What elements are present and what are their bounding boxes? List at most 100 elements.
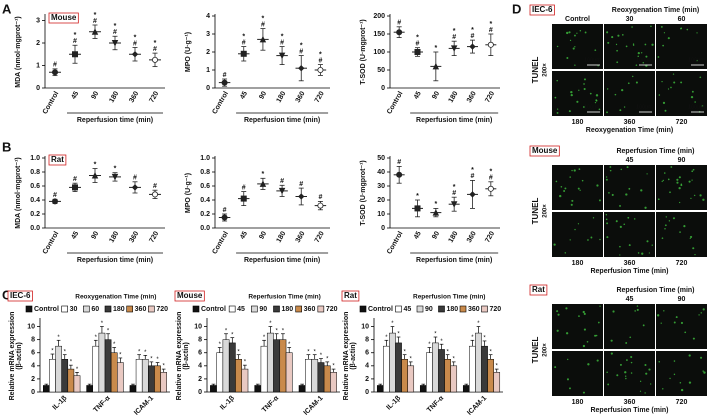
y-tick-label: 10 bbox=[27, 323, 35, 330]
bar bbox=[389, 332, 396, 393]
significance-label: * bbox=[114, 166, 117, 173]
significance-label: * bbox=[471, 335, 474, 341]
significance-label: * bbox=[150, 356, 153, 362]
stain-dot bbox=[605, 176, 608, 178]
bar bbox=[462, 385, 470, 393]
y-tick-label: 6 bbox=[31, 350, 35, 357]
significance-label: # bbox=[153, 46, 157, 53]
stain-dot bbox=[624, 371, 627, 374]
magnification-label: 200× bbox=[543, 63, 549, 77]
x-tick-label: 45 bbox=[70, 230, 80, 240]
stain-dot bbox=[667, 37, 670, 40]
stain-label: TUNEL bbox=[531, 57, 540, 84]
significance-label: * bbox=[489, 349, 492, 355]
stain-dot bbox=[661, 237, 664, 239]
scale-bar-label: 100μm bbox=[636, 104, 653, 110]
x-tick-label: 180 bbox=[276, 230, 288, 244]
stain-dot bbox=[583, 312, 586, 316]
stain-dot bbox=[692, 247, 695, 250]
marker bbox=[259, 35, 267, 43]
stain-dot bbox=[637, 252, 640, 254]
x-tick-label: 90 bbox=[431, 90, 441, 100]
y-tick-label: 0 bbox=[381, 85, 385, 92]
stain-dot bbox=[605, 214, 608, 216]
column-label: 720 bbox=[676, 260, 688, 267]
x-tick-label: Control bbox=[386, 90, 405, 115]
stain-dot bbox=[696, 59, 698, 62]
stain-dot bbox=[582, 310, 585, 314]
bar bbox=[323, 365, 331, 393]
stain-dot bbox=[619, 363, 622, 366]
bar bbox=[330, 372, 337, 393]
stain-dot bbox=[556, 108, 559, 110]
legend-label: Control bbox=[34, 306, 59, 313]
y-tick-label: 30 bbox=[377, 183, 385, 190]
stain-dot bbox=[670, 166, 673, 168]
bar bbox=[279, 339, 287, 393]
y-tick-label: 50 bbox=[377, 67, 385, 74]
stain-dot bbox=[606, 222, 609, 225]
bar bbox=[61, 359, 69, 393]
stain-dot bbox=[624, 375, 627, 377]
significance-label: * bbox=[477, 321, 480, 327]
x-tick-label: 90 bbox=[258, 230, 268, 240]
y-tick-label: 2 bbox=[198, 376, 202, 383]
significance-label: # bbox=[93, 18, 97, 25]
y-tick-label: 1.0 bbox=[200, 155, 210, 162]
marker bbox=[396, 29, 403, 36]
stain-dot bbox=[662, 388, 664, 390]
stain-dot bbox=[673, 373, 676, 376]
bar bbox=[43, 385, 50, 393]
y-axis-label: MDA (nmol·mgprot⁻¹) bbox=[15, 16, 22, 87]
panel-label: C bbox=[2, 287, 12, 302]
stain-dot bbox=[678, 187, 681, 190]
marker bbox=[414, 49, 421, 56]
stain-dot bbox=[700, 356, 703, 359]
significance-label: * bbox=[471, 27, 474, 34]
stain-dot bbox=[699, 194, 702, 197]
stain-dot bbox=[635, 81, 638, 84]
stain-dot bbox=[650, 25, 652, 28]
significance-label: * bbox=[489, 169, 492, 176]
y-tick-label: 0.6 bbox=[200, 183, 210, 190]
x-axis-label: Reperfusion time (min) bbox=[244, 257, 320, 264]
significance-label: * bbox=[57, 335, 60, 341]
marker bbox=[111, 173, 119, 181]
y-tick-label: 40 bbox=[377, 169, 385, 176]
stain-dot bbox=[702, 308, 705, 311]
y-axis-label: (β-actin) bbox=[350, 342, 357, 370]
legend-title: Reoxygenation Time (min) bbox=[75, 294, 156, 301]
y-tick-label: 1.0 bbox=[30, 155, 40, 162]
significance-label: # bbox=[133, 40, 137, 47]
stain-dot bbox=[594, 49, 597, 52]
x-tick-label: 45 bbox=[239, 90, 249, 100]
stain-dot bbox=[688, 180, 691, 183]
micrograph bbox=[604, 351, 655, 396]
marker bbox=[221, 214, 228, 221]
y-axis-label: MPO (U·g⁻¹) bbox=[185, 32, 192, 72]
bar bbox=[49, 359, 56, 393]
stain-dot bbox=[574, 64, 576, 66]
stain-dot bbox=[630, 372, 633, 374]
stain-dot bbox=[658, 94, 661, 96]
marker bbox=[469, 191, 476, 198]
bar bbox=[92, 345, 100, 393]
badge: Rat bbox=[532, 285, 545, 294]
legend-label: 180 bbox=[282, 306, 294, 313]
significance-label: * bbox=[281, 33, 284, 40]
stain-dot bbox=[583, 83, 585, 85]
scale-bar-label: 100μm bbox=[584, 57, 601, 63]
stain-dot bbox=[570, 90, 573, 94]
stain-dot bbox=[693, 194, 696, 197]
significance-label: * bbox=[74, 32, 77, 39]
stain-dot bbox=[656, 314, 660, 317]
significance-label: * bbox=[94, 12, 97, 19]
badge: IEC-6 bbox=[10, 291, 31, 300]
micrograph bbox=[552, 165, 603, 210]
stain-dot bbox=[583, 87, 586, 91]
stain-dot bbox=[556, 45, 559, 48]
stain-dot bbox=[594, 334, 597, 337]
y-tick-label: 8 bbox=[31, 336, 35, 343]
stain-dot bbox=[583, 78, 586, 81]
stain-dot bbox=[572, 47, 575, 50]
